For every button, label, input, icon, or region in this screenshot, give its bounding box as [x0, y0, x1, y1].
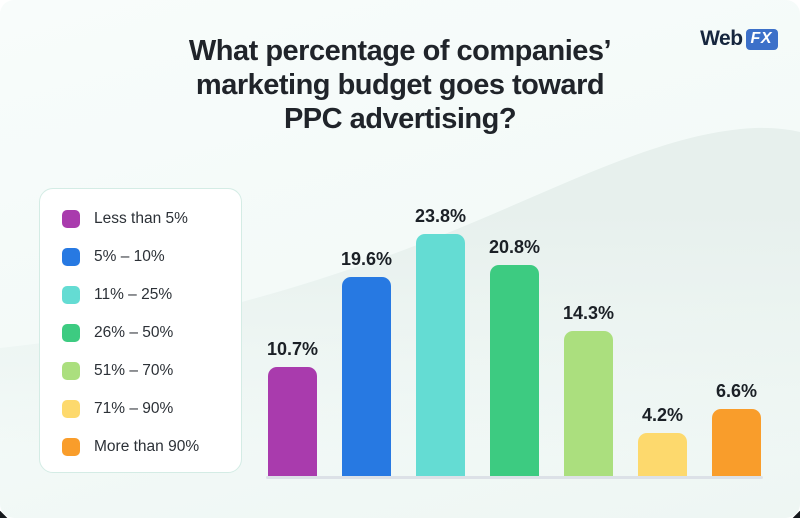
bar [416, 234, 465, 476]
bar-value-label: 4.2% [641, 405, 684, 425]
chart-baseline [266, 476, 763, 479]
legend-item: 11% – 25% [62, 286, 241, 304]
bar-value-label: 6.6% [715, 381, 758, 401]
bar-value-label: 19.6% [340, 249, 393, 269]
bar-chart: 10.7% 19.6% 23.8% 20.8% 14.3% 4.2% 6.6% [266, 166, 761, 476]
page-title: What percentage of companies’ marketing … [0, 34, 800, 136]
bar-value-label: 14.3% [562, 303, 615, 323]
webfx-logo-web-text: Web [700, 27, 743, 50]
legend-color-swatch [62, 210, 80, 228]
bar-group: 14.3% [562, 303, 615, 476]
bar-group: 23.8% [414, 206, 467, 476]
bar-group: 6.6% [712, 381, 761, 476]
legend-color-swatch [62, 438, 80, 456]
legend-color-swatch [62, 286, 80, 304]
webfx-logo: Web FX [700, 27, 778, 51]
bar-group: 19.6% [340, 249, 393, 476]
legend-item-label: 26% – 50% [94, 324, 174, 341]
bar [490, 265, 539, 476]
bar-value-label: 10.7% [266, 339, 319, 359]
legend-color-swatch [62, 248, 80, 266]
legend-item-label: More than 90% [94, 438, 200, 455]
legend-item: More than 90% [62, 438, 241, 456]
bar-value-label: 20.8% [488, 237, 541, 257]
legend-item: 51% – 70% [62, 362, 241, 380]
page-title-line-3: PPC advertising? [283, 103, 517, 135]
legend-color-swatch [62, 400, 80, 418]
legend-item-label: 71% – 90% [94, 400, 174, 417]
bar-group: 20.8% [488, 237, 541, 476]
bar [638, 433, 687, 476]
bar-group: 4.2% [638, 405, 687, 476]
webfx-logo-fx-badge: FX [745, 28, 778, 50]
bar [564, 331, 613, 476]
page-title-line-2: marketing budget goes toward [195, 69, 605, 101]
bar [712, 409, 761, 476]
legend-color-swatch [62, 362, 80, 380]
legend-item-label: Less than 5% [94, 210, 188, 227]
chart-legend: Less than 5% 5% – 10% 11% – 25% 26% – 50… [39, 188, 242, 473]
bar [342, 277, 391, 476]
legend-item-label: 11% – 25% [94, 286, 173, 303]
legend-item: 71% – 90% [62, 400, 241, 418]
bar [268, 367, 317, 476]
legend-item: Less than 5% [62, 210, 241, 228]
legend-item: 5% – 10% [62, 248, 241, 266]
legend-color-swatch [62, 324, 80, 342]
bar-value-label: 23.8% [414, 206, 467, 226]
legend-item-label: 5% – 10% [94, 248, 165, 265]
legend-item: 26% – 50% [62, 324, 241, 342]
legend-item-label: 51% – 70% [94, 362, 174, 379]
page-title-line-1: What percentage of companies’ [188, 35, 612, 67]
bar-group: 10.7% [266, 339, 319, 476]
